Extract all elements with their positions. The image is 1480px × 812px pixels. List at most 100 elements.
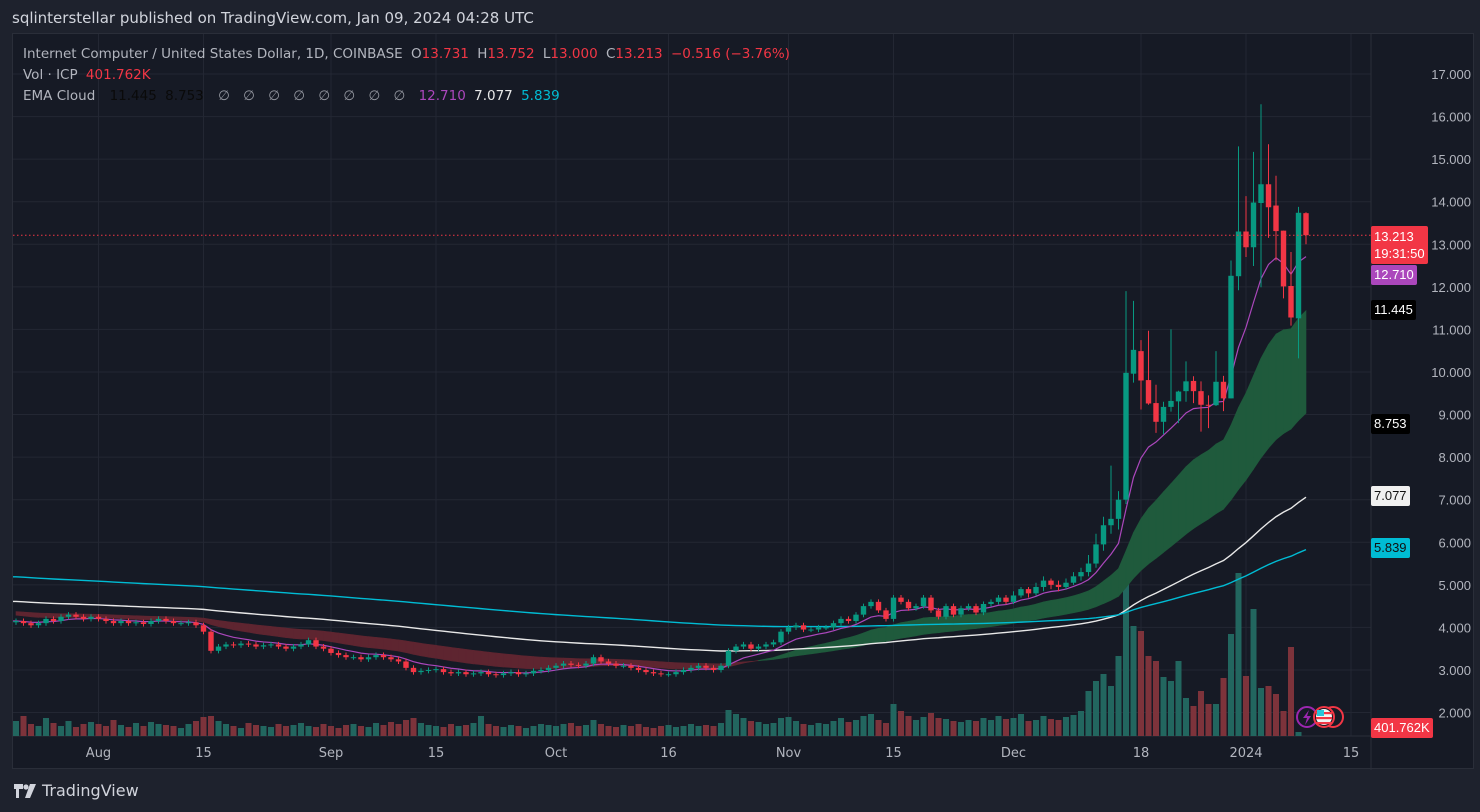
volume-bar bbox=[118, 725, 124, 736]
volume-bar bbox=[485, 724, 492, 736]
candle-body bbox=[1175, 391, 1182, 402]
candle-body bbox=[695, 665, 702, 668]
candle-body bbox=[425, 669, 432, 671]
ema-cloud-segment bbox=[210, 619, 219, 628]
candle-body bbox=[260, 645, 267, 647]
candle-body bbox=[905, 601, 912, 609]
volume-bar bbox=[103, 726, 109, 736]
candle-body bbox=[133, 622, 139, 624]
candle-body bbox=[838, 618, 844, 624]
time-axis-label: 16 bbox=[660, 746, 677, 761]
candle-body bbox=[463, 672, 469, 675]
candle-body bbox=[1093, 544, 1099, 564]
candle-body bbox=[148, 621, 154, 625]
volume-bar bbox=[298, 723, 304, 736]
candle-body bbox=[650, 672, 657, 674]
candle-body bbox=[845, 618, 852, 622]
candle-body bbox=[530, 670, 537, 674]
price-chart[interactable]: 17.000 16.000 15.000 14.000 13.000 12.000 11.0… bbox=[13, 34, 1475, 770]
candle-body bbox=[808, 629, 814, 631]
candle-body bbox=[553, 665, 559, 668]
ema-cloud-segment bbox=[1125, 532, 1134, 589]
volume-bar bbox=[223, 724, 229, 736]
ema-cloud-segment bbox=[510, 654, 519, 669]
candle-body bbox=[523, 673, 529, 675]
ema-cloud-legend[interactable]: EMA Cloud 11.445 8.753 ∅ ∅ ∅ ∅ ∅ ∅ ∅ ∅ 1… bbox=[23, 88, 564, 104]
volume-bar bbox=[733, 714, 739, 736]
ema-cloud-segment bbox=[915, 617, 924, 637]
ema-cloud-segment bbox=[1223, 424, 1232, 510]
ema-cloud-segment bbox=[908, 619, 917, 638]
ema-cloud-segment bbox=[278, 626, 287, 638]
candle-body bbox=[305, 640, 312, 645]
volume-bar bbox=[718, 723, 724, 736]
publish-info: sqlinterstellar published on TradingView… bbox=[12, 9, 534, 27]
volume-bar bbox=[440, 727, 447, 736]
volume-bar bbox=[1048, 719, 1054, 736]
change-value: −0.516 (−3.76%) bbox=[670, 46, 790, 62]
time-axis-label: 15 bbox=[1343, 746, 1360, 761]
ema-cloud-segment bbox=[1043, 600, 1052, 619]
volume-bar bbox=[200, 717, 207, 736]
volume-bar bbox=[1288, 647, 1294, 736]
volume-bar bbox=[1295, 732, 1302, 736]
volume-bar bbox=[965, 720, 972, 736]
candle-body bbox=[1280, 230, 1287, 287]
ema-cloud-segment bbox=[315, 630, 324, 641]
volume-bar bbox=[163, 725, 169, 736]
volume-bar bbox=[455, 726, 462, 736]
candle-body bbox=[335, 652, 342, 656]
ema-cloud-segment bbox=[563, 657, 572, 669]
volume-bar bbox=[493, 726, 499, 736]
us-economic-event-icon[interactable] bbox=[1313, 706, 1344, 728]
ema-cloud-segment bbox=[240, 622, 249, 633]
volume-bar bbox=[583, 725, 589, 736]
candle-body bbox=[965, 606, 972, 609]
candle-body bbox=[1018, 589, 1024, 596]
volume-bar bbox=[950, 721, 957, 736]
candle-body bbox=[1108, 518, 1114, 526]
volume-legend[interactable]: Vol · ICP 401.762K bbox=[23, 67, 155, 83]
candle-body bbox=[155, 618, 162, 622]
ema-cloud-segment bbox=[1080, 590, 1089, 612]
candle-body bbox=[973, 606, 979, 613]
candle-body bbox=[433, 669, 439, 671]
ema-cloud-segment bbox=[480, 650, 489, 666]
ema-value: 11.445 bbox=[109, 88, 157, 104]
volume-bar bbox=[988, 720, 994, 736]
ema-cloud-segment bbox=[1028, 603, 1037, 622]
price-axis-label: 2.000 bbox=[1438, 706, 1471, 721]
ema-cloud-segment bbox=[735, 661, 744, 666]
volume-bar bbox=[1130, 626, 1137, 736]
volume-bar bbox=[755, 722, 762, 736]
symbol-title[interactable]: Internet Computer / United States Dollar… bbox=[23, 46, 403, 62]
volume-bar bbox=[178, 728, 184, 736]
volume-bar bbox=[35, 726, 42, 736]
volume-bar bbox=[110, 720, 117, 736]
volume-bar bbox=[1070, 715, 1077, 736]
candle-body bbox=[1063, 582, 1069, 587]
candle-body bbox=[485, 672, 492, 675]
candle-body bbox=[358, 657, 364, 660]
volume-bar bbox=[95, 724, 102, 736]
candle-body bbox=[58, 616, 64, 622]
volume-bar bbox=[358, 726, 364, 736]
chart-panel[interactable]: 17.000 16.000 15.000 14.000 13.000 12.000 11.0… bbox=[12, 33, 1475, 770]
ema-fast-badge: 12.710 bbox=[1371, 265, 1417, 285]
ema-cloud-segment bbox=[435, 644, 444, 660]
tradingview-branding[interactable]: TradingView bbox=[14, 781, 139, 800]
ema-cloud-segment bbox=[188, 616, 197, 622]
volume-bar bbox=[853, 720, 859, 736]
candle-body bbox=[733, 646, 739, 651]
volume-bar bbox=[913, 720, 919, 736]
candle-body bbox=[1183, 381, 1189, 392]
candle-body bbox=[178, 623, 184, 625]
candle-body bbox=[980, 603, 987, 613]
ema-cloud-segment bbox=[203, 617, 212, 626]
candle-body bbox=[373, 655, 379, 658]
volume-bar bbox=[598, 724, 604, 736]
candle-body bbox=[613, 663, 619, 666]
volume-bar bbox=[343, 725, 349, 736]
volume-bar bbox=[1213, 704, 1219, 736]
volume-bar bbox=[1010, 718, 1017, 736]
